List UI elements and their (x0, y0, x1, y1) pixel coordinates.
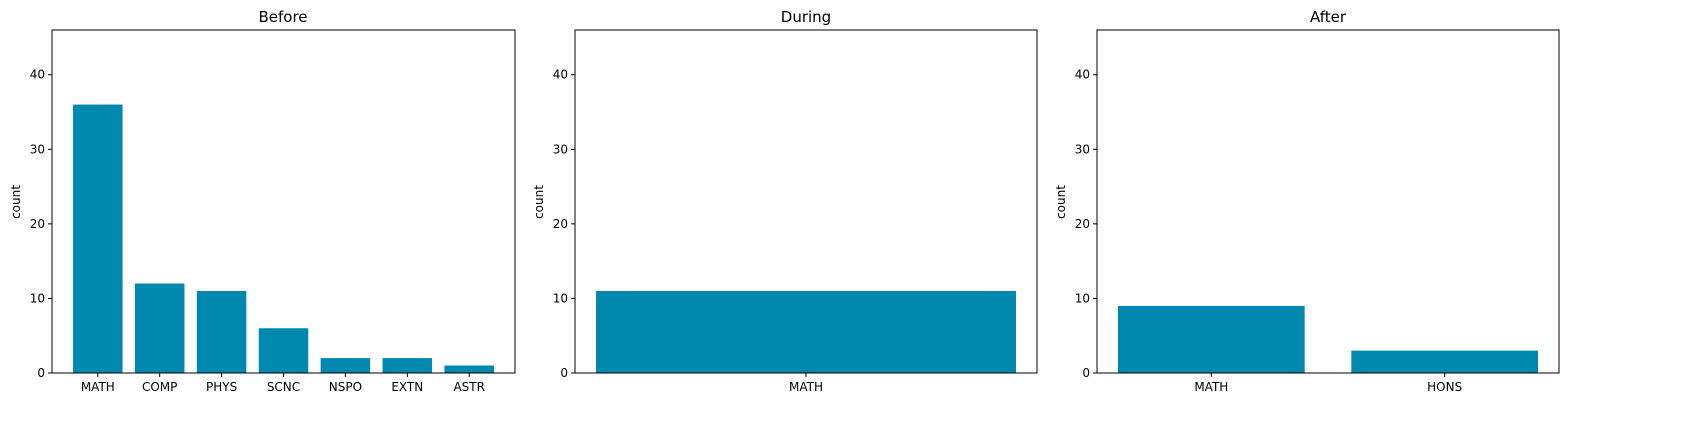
x-tick-label: NSPO (329, 380, 362, 394)
x-tick-label: MATH (81, 380, 115, 394)
y-tick-label: 0 (560, 366, 568, 380)
chart-panel-during: During count 0 10 20 30 40 MATH (532, 8, 1038, 394)
chart-title: During (781, 8, 831, 26)
x-tick-label: COMP (142, 380, 177, 394)
y-tick-label: 40 (30, 68, 45, 82)
chart-title: After (1310, 8, 1347, 26)
y-tick-label: 40 (553, 68, 568, 82)
y-tick-label: 20 (553, 217, 568, 231)
axes-frame (574, 29, 1038, 374)
y-tick-label: 30 (30, 142, 45, 156)
x-tick-label: MATH (1194, 380, 1228, 394)
bar-phys (196, 290, 247, 373)
x-tick-label: PHYS (206, 380, 237, 394)
y-axis-label: count (9, 185, 23, 219)
y-tick-label: 30 (1075, 142, 1090, 156)
y-tick-label: 0 (37, 366, 45, 380)
y-tick-label: 10 (1075, 291, 1090, 305)
bar-math (1118, 305, 1305, 373)
bar-math (596, 290, 1016, 373)
bar-comp (134, 283, 185, 373)
bar-hons (1351, 350, 1538, 373)
y-axis-label: count (1054, 185, 1068, 219)
x-tick-label: HONS (1427, 380, 1462, 394)
x-tick-label: EXTN (391, 380, 423, 394)
x-tick-label: ASTR (453, 380, 485, 394)
axes-frame (51, 29, 516, 374)
y-tick-label: 0 (1082, 366, 1090, 380)
bar-extn (382, 358, 433, 373)
bar-math (73, 104, 123, 373)
x-tick-label: SCNC (267, 380, 300, 394)
y-tick-label: 10 (30, 291, 45, 305)
axes-frame (1096, 29, 1560, 374)
chart-panel-before: Before count 0 10 20 30 40 MATH COMP PHYS SCNC NS… (9, 8, 516, 394)
y-tick-label: 40 (1075, 68, 1090, 82)
bar-scnc (258, 328, 309, 373)
bar-nspo (320, 358, 371, 373)
y-tick-label: 20 (1075, 217, 1090, 231)
y-tick-label: 20 (30, 217, 45, 231)
plot-area: 0 10 20 30 40 MATH COMP PHYS SCNC NSPO EXTN ASTR (30, 29, 516, 394)
x-tick-label: MATH (789, 380, 823, 394)
y-tick-label: 10 (553, 291, 568, 305)
bar-astr (444, 365, 494, 373)
chart-panel-after: After count 0 10 20 30 40 MATH HONS (1054, 8, 1560, 394)
plot-area: 0 10 20 30 40 MATH HONS (1075, 29, 1560, 394)
chart-title: Before (258, 8, 307, 26)
plot-area: 0 10 20 30 40 MATH (553, 29, 1038, 394)
y-axis-label: count (532, 185, 546, 219)
y-tick-label: 30 (553, 142, 568, 156)
